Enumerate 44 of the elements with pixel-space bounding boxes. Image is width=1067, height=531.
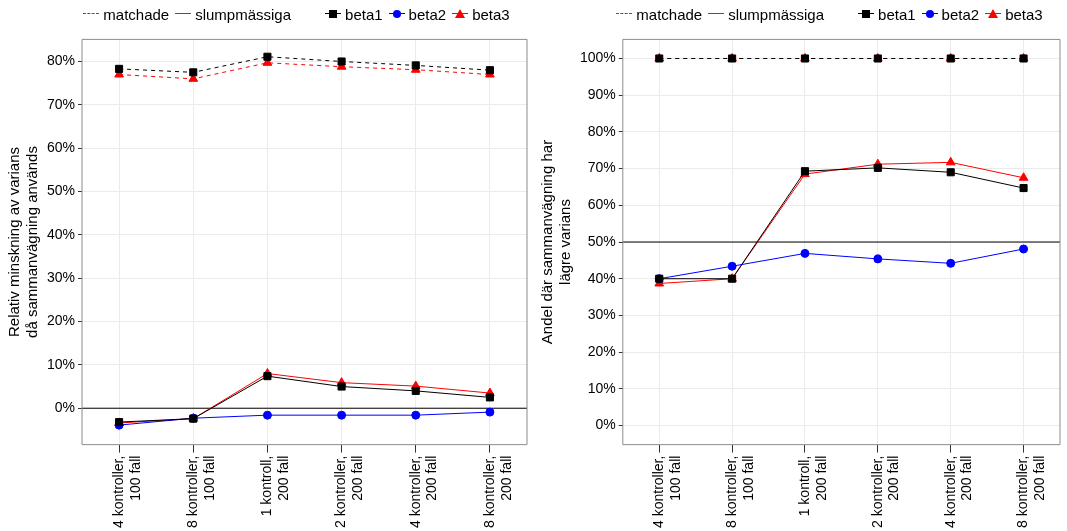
x-tick-label: 1 kontroll, 200 fall bbox=[795, 455, 829, 517]
x-tick-label: 2 kontroller, 200 fall bbox=[332, 455, 366, 528]
text: matchade bbox=[636, 5, 703, 23]
legend-label: beta2 bbox=[408, 5, 447, 23]
text: slumpmässiga bbox=[195, 5, 292, 23]
x-tick-label: 8 kontroller, 100 fall bbox=[184, 455, 217, 528]
y-tick-label: 100% bbox=[579, 49, 616, 66]
y-tick-label: 20% bbox=[46, 312, 76, 329]
legend-label: beta3 bbox=[472, 5, 510, 23]
y-tick-label: 90% bbox=[587, 86, 616, 103]
y-tick-label: 0% bbox=[54, 399, 76, 416]
y-tick-label: 70% bbox=[46, 95, 76, 112]
text: matchade bbox=[103, 5, 170, 23]
y-tick-label: 40% bbox=[46, 225, 76, 242]
y-tick-label: 50% bbox=[46, 182, 76, 199]
x-tick-label: 4 kontroller, 100 fall bbox=[650, 455, 683, 528]
x-tick-label: 2 kontroller, 200 fall bbox=[868, 455, 902, 528]
legend-label: beta3 bbox=[1005, 5, 1043, 23]
y-tick-label: 40% bbox=[587, 269, 616, 286]
legend-label: beta1 bbox=[345, 5, 383, 23]
y-tick-label: 10% bbox=[46, 355, 76, 372]
x-tick-label: 8 kontroller, 200 fall bbox=[1014, 455, 1048, 528]
y-tick-label: 20% bbox=[587, 342, 616, 359]
x-tick-label: 4 kontroller, 200 fall bbox=[406, 455, 440, 528]
x-tick-label: 4 kontroller, 200 fall bbox=[941, 455, 975, 528]
y-tick-label: 80% bbox=[587, 122, 616, 139]
y-tick-label: 10% bbox=[587, 379, 616, 396]
y-tick-label: 60% bbox=[46, 139, 76, 156]
x-tick-label: 8 kontroller, 100 fall bbox=[722, 455, 756, 528]
y-tick-label: 60% bbox=[587, 196, 616, 213]
y-tick-label: 30% bbox=[587, 306, 616, 323]
x-tick-label: 8 kontroller, 200 fall bbox=[480, 455, 514, 528]
y-axis-title: Andel där sammanvägning har lägre varians bbox=[538, 139, 574, 345]
text: slumpmässiga bbox=[728, 5, 825, 23]
y-tick-label: 80% bbox=[46, 52, 76, 69]
y-tick-label: 0% bbox=[595, 416, 616, 433]
y-tick-label: 50% bbox=[587, 232, 616, 249]
y-axis-title: Relativ minskning av varians då sammanvägning används bbox=[5, 146, 41, 338]
y-tick-label: 30% bbox=[46, 269, 76, 286]
legend-label: beta1 bbox=[878, 5, 916, 23]
x-tick-label: 4 kontroller, 100 fall bbox=[109, 455, 143, 528]
y-tick-label: 70% bbox=[587, 159, 616, 176]
legend-label: beta2 bbox=[941, 5, 980, 23]
x-tick-label: 1 kontroll, 200 fall bbox=[258, 455, 292, 517]
